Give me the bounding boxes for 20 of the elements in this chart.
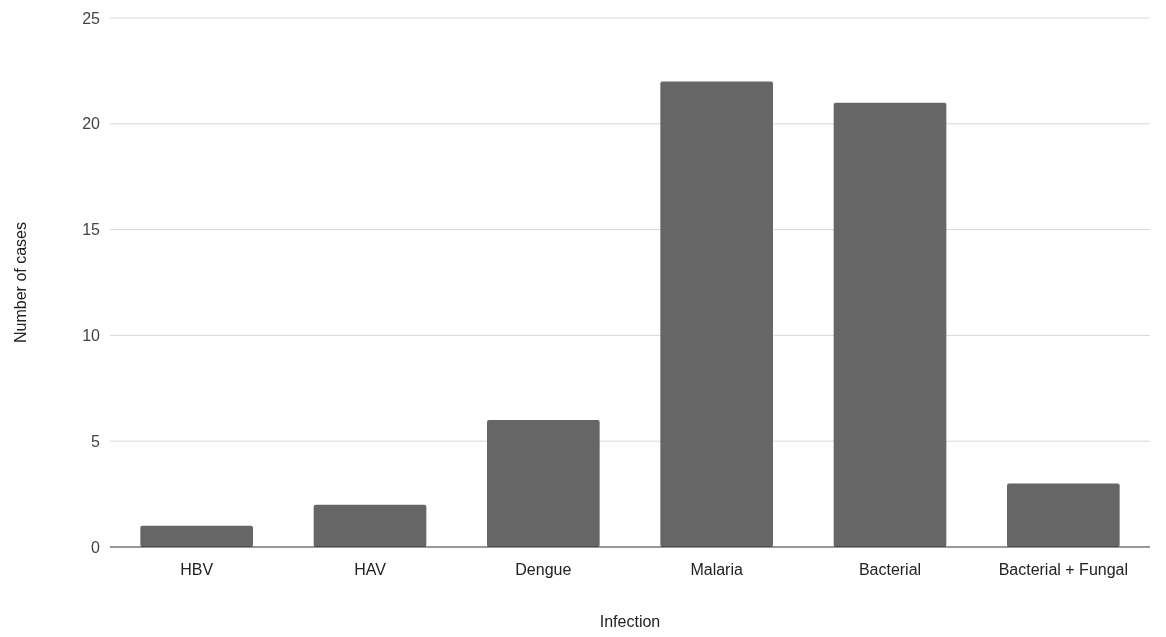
bar (1007, 483, 1120, 547)
bar (833, 102, 947, 547)
bar (660, 81, 773, 547)
x-tick-label: Malaria (690, 561, 743, 578)
bar (487, 420, 600, 547)
x-tick-label: Bacterial (858, 561, 922, 578)
bar (140, 525, 253, 547)
x-tick-label: HAV (354, 561, 387, 578)
x-tick-label: HBV (180, 561, 214, 578)
y-tick-label: 5 (91, 432, 101, 450)
y-tick-label: 15 (82, 221, 101, 239)
x-tick-label: Dengue (515, 561, 572, 578)
y-tick-label: 25 (82, 9, 101, 27)
bar (313, 504, 427, 547)
y-tick-label: 20 (82, 115, 101, 133)
x-tick-label: Bacterial + Fungal (998, 561, 1129, 578)
y-axis-title: Number of cases (12, 222, 29, 343)
y-tick-label: 10 (82, 327, 101, 344)
y-tick-label: 0 (91, 538, 101, 556)
x-axis-title: Infection (599, 613, 661, 630)
